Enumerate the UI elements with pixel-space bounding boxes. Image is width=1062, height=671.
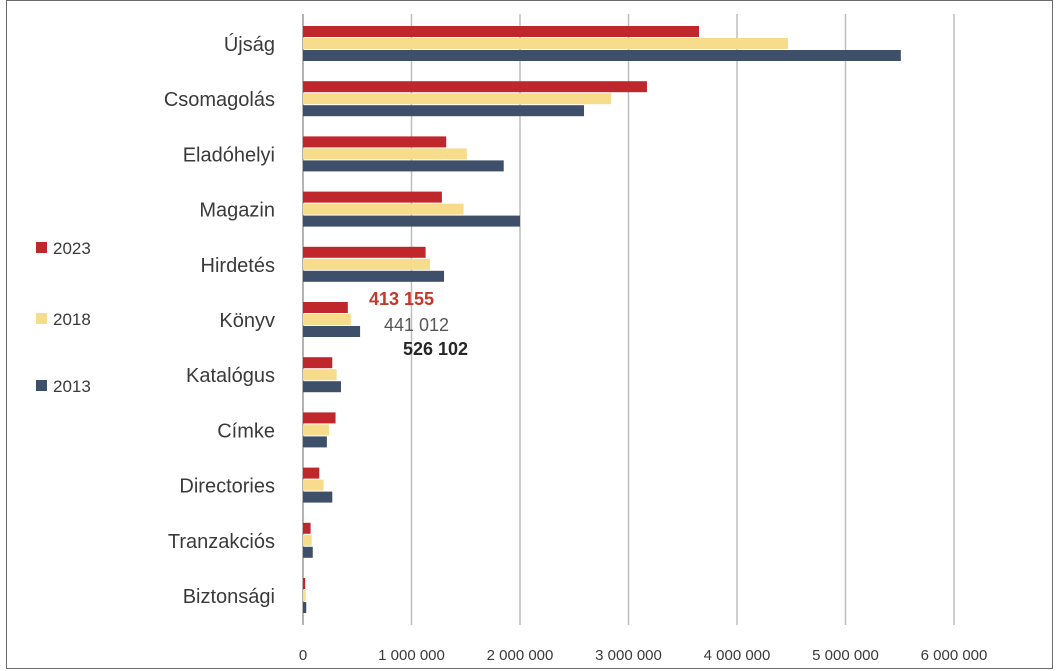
bar-2013 [303, 105, 585, 117]
bar-2013 [303, 602, 307, 613]
category-label: Újság [224, 33, 275, 56]
bar-2013 [303, 160, 504, 172]
bars [303, 26, 901, 613]
bar-2023 [303, 136, 447, 148]
bar-2018 [303, 93, 612, 105]
category-label: Biztonsági [183, 586, 275, 608]
bar-2023 [303, 578, 306, 589]
legend-swatch-2023 [36, 242, 47, 253]
category-label: Eladóhelyi [183, 144, 275, 166]
x-tick-label: 1 000 000 [378, 647, 445, 664]
bar-2018 [303, 38, 788, 49]
x-tick-label: 3 000 000 [595, 647, 662, 664]
x-tick-label: 2 000 000 [487, 647, 554, 664]
bar-2023 [303, 522, 311, 534]
bar-2023 [303, 302, 348, 313]
bar-2018 [303, 590, 306, 601]
bar-2023 [303, 81, 647, 93]
category-label: Hirdetés [201, 255, 275, 277]
x-tick-label: 4 000 000 [704, 647, 771, 664]
bar-2018 [303, 148, 467, 160]
legend: 2023 2018 2013 [36, 239, 91, 396]
bar-2023 [303, 412, 336, 424]
bar-2013 [303, 270, 445, 282]
legend-label-2018: 2018 [53, 310, 91, 329]
category-labels: Újság Csomagolás Eladóhelyi Magazin Hirdetés… [164, 33, 275, 608]
bar-2013 [303, 381, 341, 393]
data-label: 413 155 [369, 289, 434, 309]
category-label: Magazin [199, 200, 275, 222]
legend-swatch-2018 [36, 313, 47, 324]
legend-swatch-2013 [36, 380, 47, 391]
category-label: Katalógus [186, 365, 275, 387]
category-label: Directories [179, 476, 275, 498]
x-tick-labels: 0 1 000 000 2 000 000 3 000 000 4 000 000 5 0… [299, 647, 988, 664]
bar-2018 [303, 534, 312, 546]
x-tick-label: 6 000 000 [921, 647, 988, 664]
bar-2013 [303, 326, 361, 337]
bar-2018 [303, 258, 430, 270]
x-tick-label: 0 [299, 647, 307, 664]
bar-2023 [303, 467, 320, 479]
category-label: Címke [217, 420, 275, 442]
category-label: Tranzakciós [168, 531, 275, 553]
legend-label-2023: 2023 [53, 239, 91, 258]
bar-2013 [303, 50, 901, 61]
data-labels: 413 155 441 012 526 102 [369, 289, 468, 359]
bar-2018 [303, 314, 351, 325]
bar-2013 [303, 546, 313, 558]
bar-2013 [303, 215, 520, 227]
bar-2013 [303, 491, 333, 503]
bar-2018 [303, 369, 337, 381]
bar-2023 [303, 246, 426, 258]
bar-2013 [303, 436, 327, 448]
bar-2023 [303, 357, 333, 369]
bar-2018 [303, 203, 464, 215]
bar-2023 [303, 26, 700, 37]
x-tick-label: 5 000 000 [812, 647, 879, 664]
category-label: Könyv [219, 310, 275, 332]
bar-2018 [303, 424, 330, 436]
legend-label-2013: 2013 [53, 377, 91, 396]
data-label: 526 102 [403, 339, 468, 359]
bar-2023 [303, 191, 442, 203]
data-label: 441 012 [384, 315, 449, 335]
category-label: Csomagolás [164, 89, 275, 111]
bar-2018 [303, 479, 324, 491]
